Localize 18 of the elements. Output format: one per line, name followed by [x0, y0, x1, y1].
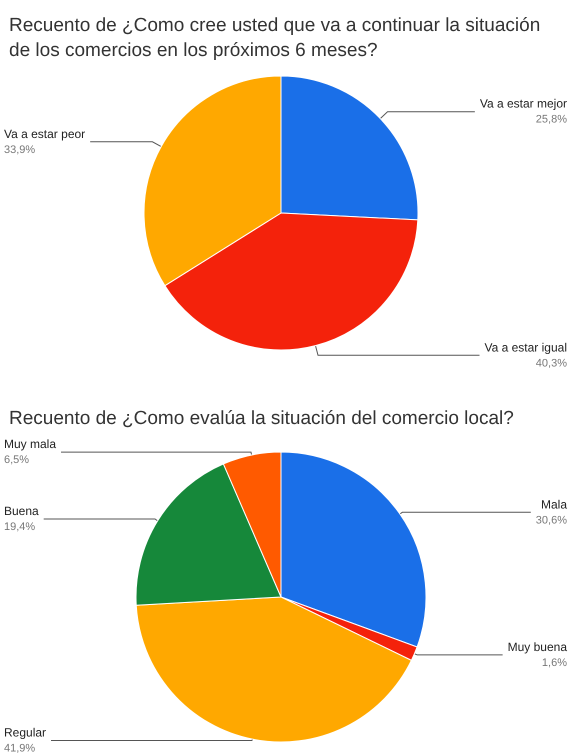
slice-label: Buena — [4, 504, 40, 518]
slice-label: Muy mala — [4, 437, 56, 452]
data-label: 30,6% — [536, 514, 568, 526]
chart-title: Recuento de ¿Como cree usted que va a continuar la situación de los comercios en los próximos 6 meses? — [9, 15, 546, 61]
slice-label: Regular — [4, 726, 46, 740]
slice-label: Va a estar igual — [484, 340, 567, 354]
data-label: 1,6% — [542, 656, 568, 669]
data-label: 25,8% — [536, 114, 568, 126]
slice-label: Muy buena — [508, 640, 568, 654]
data-label: 41,9% — [4, 742, 36, 754]
data-label: 19,4% — [4, 521, 36, 534]
data-label: 40,3% — [536, 357, 568, 370]
slice-label: Mala — [540, 497, 568, 512]
data-label: 33,9% — [4, 144, 36, 156]
slice-label: Va a estar peor — [4, 126, 86, 141]
chart-title: Recuento de ¿Como evalúa la situación del comercio local? — [9, 408, 514, 429]
slice-label: Va a estar mejor — [480, 96, 567, 111]
data-label: 6,5% — [4, 454, 30, 466]
